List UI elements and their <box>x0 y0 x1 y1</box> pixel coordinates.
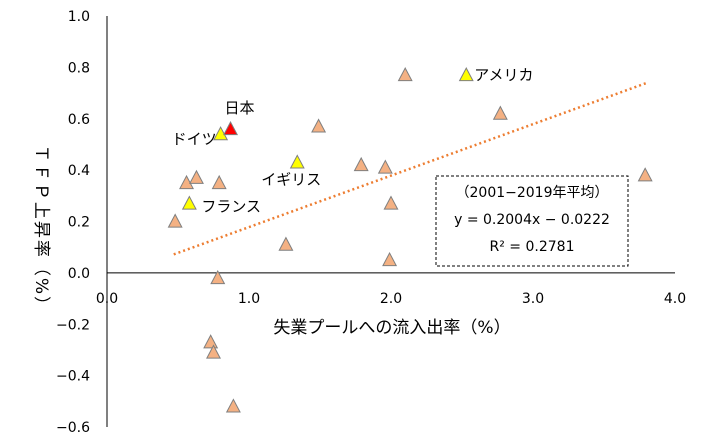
data-point-marker <box>382 251 398 267</box>
data-point-marker <box>278 236 294 251</box>
y-tick-label: 0.8 <box>68 60 90 76</box>
data-point-marker <box>211 174 227 190</box>
annotation-box <box>435 175 629 267</box>
data-point-marker <box>397 67 413 82</box>
country-label: アメリカ <box>474 66 533 84</box>
data-point-marker <box>223 120 239 136</box>
data-point-marker <box>188 169 204 184</box>
country-label: イギリス <box>261 170 321 188</box>
data-point-marker <box>206 344 221 359</box>
data-point-marker <box>492 105 508 120</box>
data-point-marker <box>458 67 474 82</box>
annotation-line: y = 0.2004x − 0.0222 <box>454 212 610 228</box>
annotation-line: （2001−2019年平均） <box>456 185 609 201</box>
data-point-marker <box>383 195 399 210</box>
data-point-marker <box>289 154 305 169</box>
x-tick-label: 4.0 <box>664 291 686 307</box>
data-point-marker <box>225 398 241 413</box>
data-point-marker <box>203 334 219 349</box>
data-point-marker <box>181 195 197 210</box>
data-point-marker <box>213 126 229 141</box>
y-tick-label: −0.4 <box>56 369 90 385</box>
y-tick-label: −0.2 <box>56 317 90 333</box>
data-point-marker <box>179 174 194 190</box>
data-point-marker <box>311 118 327 133</box>
annotation-line: R² = 0.2781 <box>490 239 575 255</box>
data-point-marker <box>377 159 393 174</box>
x-tick-label: 2.0 <box>380 291 402 307</box>
data-point-marker <box>167 213 183 228</box>
regression-annotation: （2001−2019年平均） y = 0.2004x − 0.0222 R² = 0… <box>435 175 629 267</box>
country-label: フランス <box>201 198 261 216</box>
y-tick-label: 1.0 <box>68 9 90 25</box>
y-axis-ticks: 1.0 0.8 0.6 0.4 0.2 0.0 −0.2 −0.4 −0.6 <box>56 9 90 436</box>
y-tick-label: 0.2 <box>68 215 90 231</box>
data-points <box>167 67 653 413</box>
country-label: ドイツ <box>172 130 217 148</box>
y-tick-label: 0.4 <box>68 163 90 179</box>
data-point-marker <box>353 156 369 172</box>
x-tick-label: 1.0 <box>238 291 260 307</box>
x-axis-ticks: 0.0 1.0 2.0 3.0 4.0 <box>96 291 686 307</box>
country-label: 日本 <box>225 99 255 117</box>
trendline <box>173 81 648 256</box>
x-tick-label: 3.0 <box>522 291 544 307</box>
data-point-marker <box>637 167 653 182</box>
y-tick-label: −0.6 <box>56 420 90 436</box>
y-tick-label: 0.0 <box>68 266 90 282</box>
x-axis-title: 失業プールへの流入出率（%） <box>273 318 510 338</box>
y-axis-title: ＴＦＰ上昇率（%） <box>31 145 51 315</box>
data-point-marker <box>210 269 226 285</box>
y-tick-label: 0.6 <box>68 112 90 128</box>
